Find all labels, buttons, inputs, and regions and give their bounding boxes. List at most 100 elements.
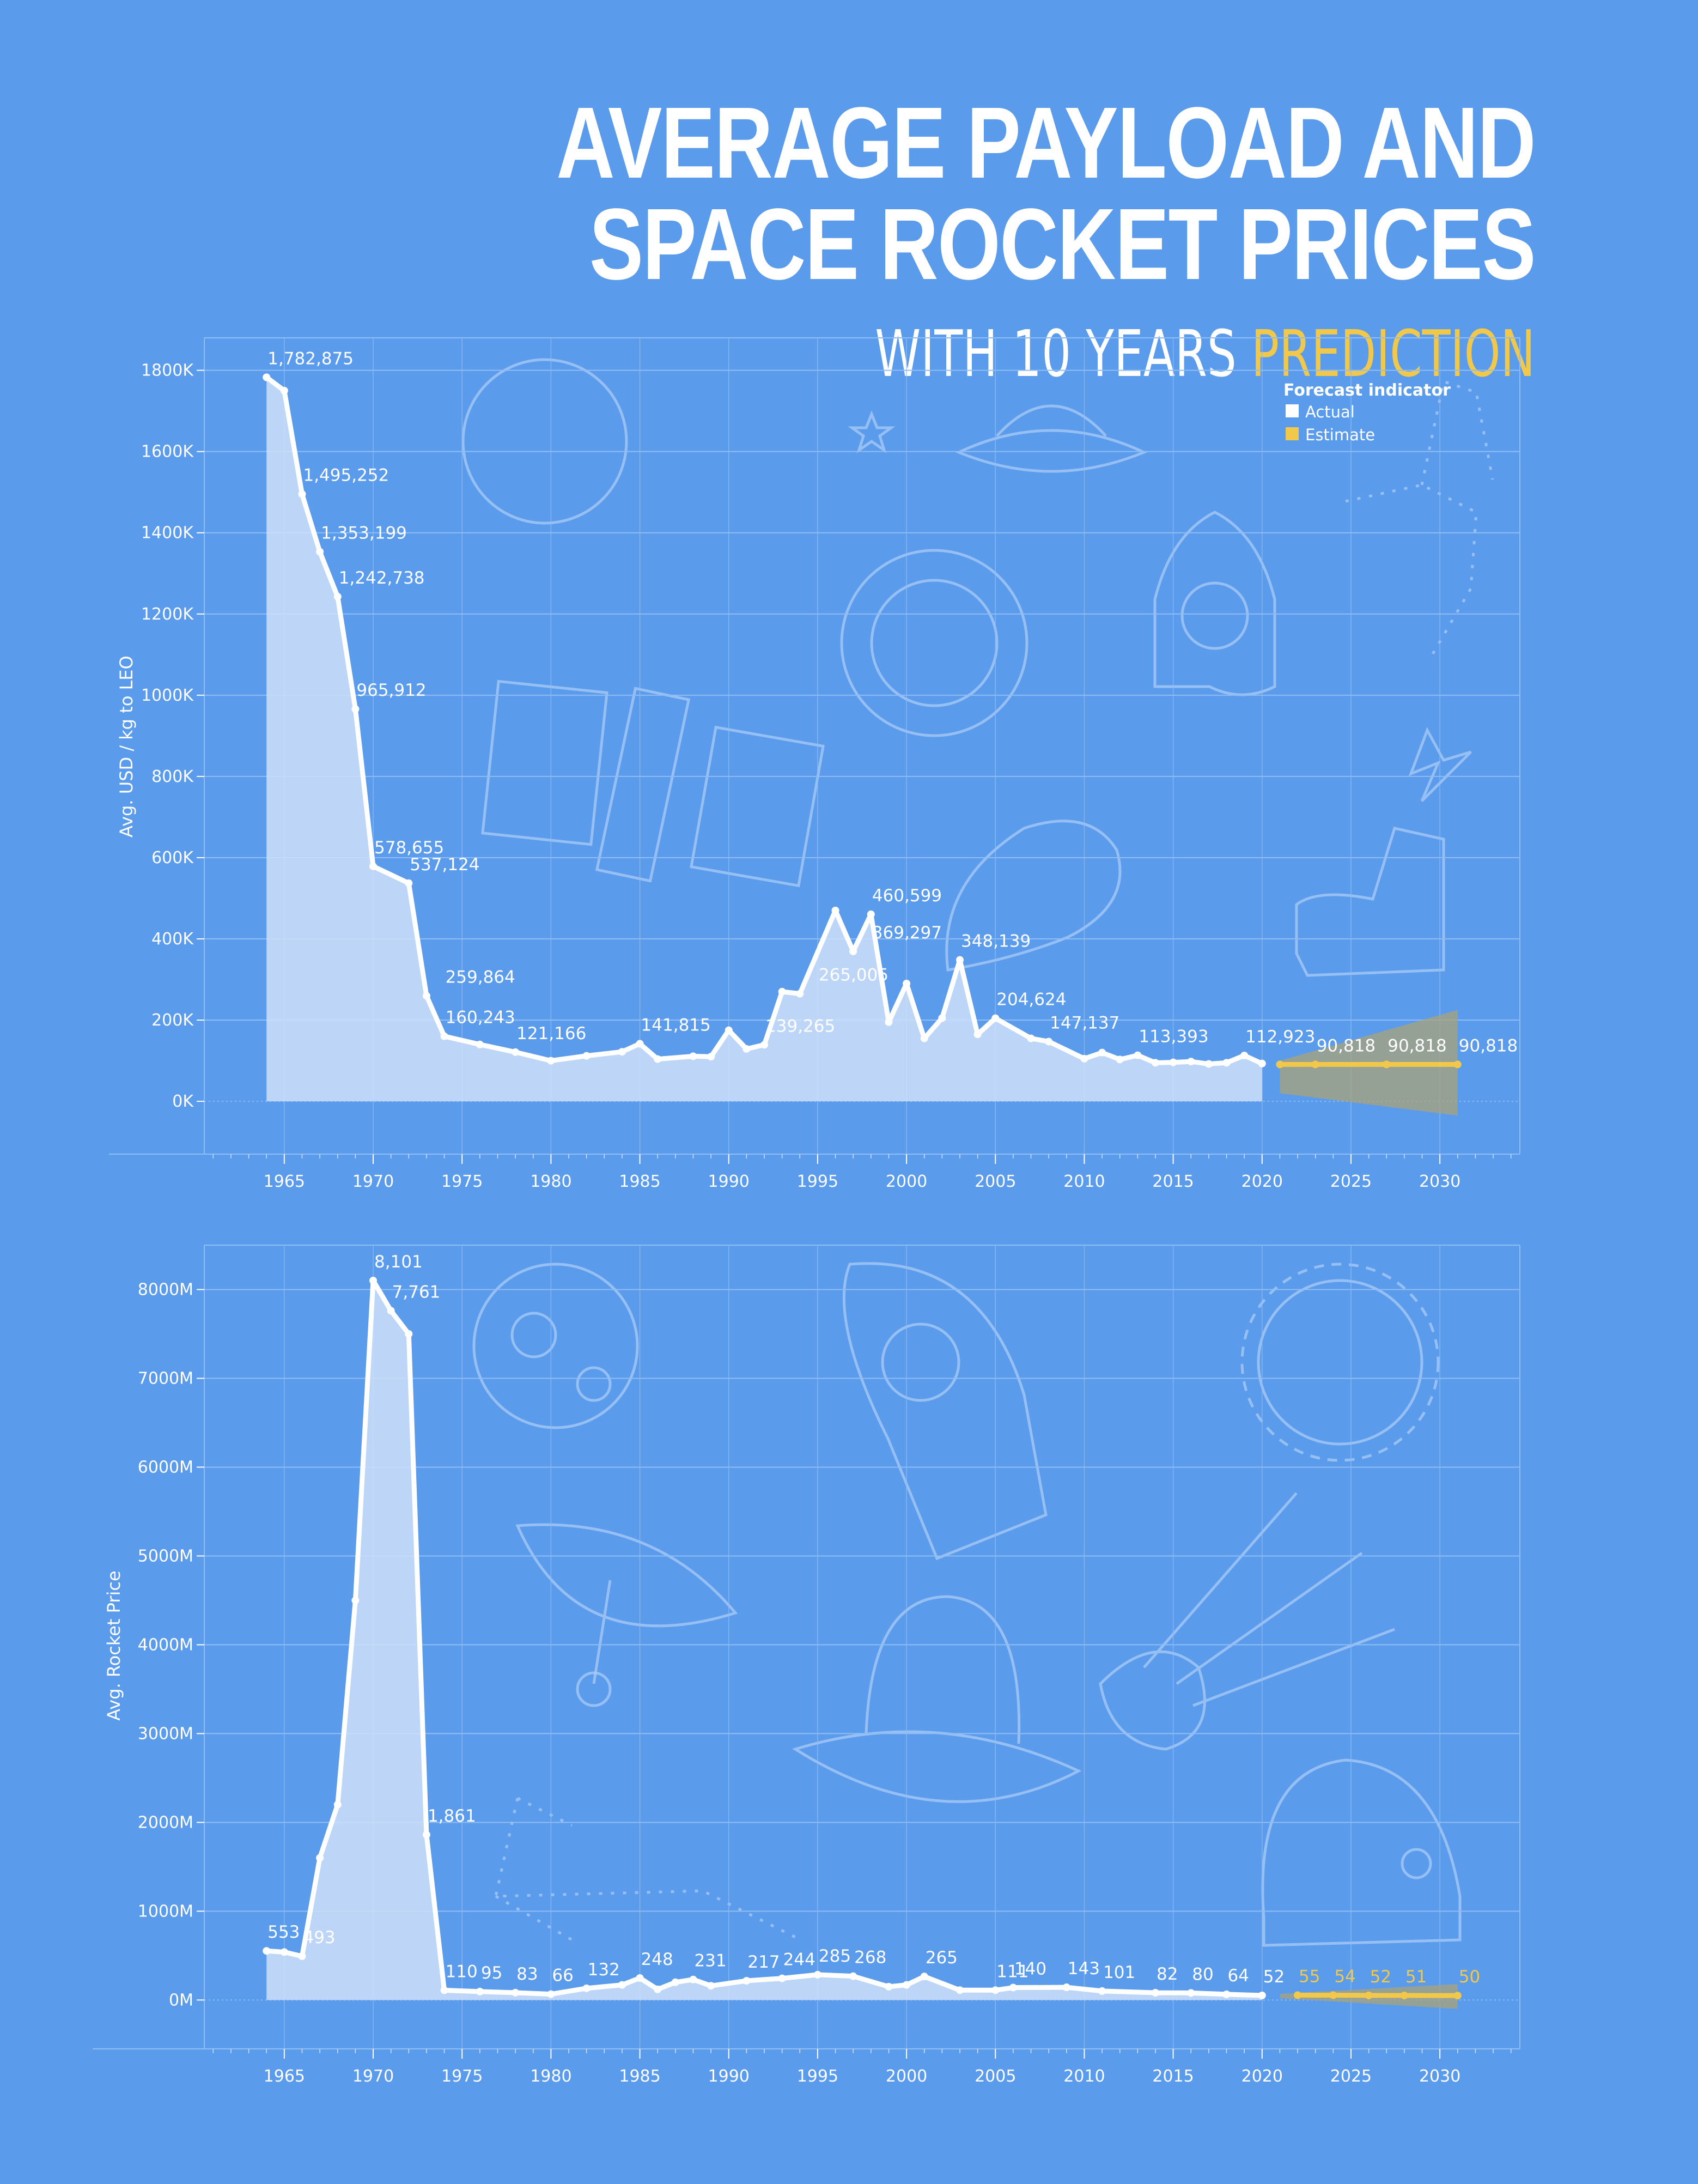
actual-point — [991, 1986, 1000, 1994]
actual-point — [867, 910, 875, 918]
actual-point — [1187, 1058, 1195, 1066]
x-tick-label: 1995 — [797, 2067, 838, 2086]
actual-point — [1045, 1038, 1053, 1046]
y-tick-label: 3000M — [138, 1724, 193, 1743]
actual-point — [351, 705, 360, 713]
actual-area-fill — [266, 1281, 1262, 2000]
actual-point — [280, 386, 288, 395]
y-tick-label: 1000K — [141, 686, 194, 705]
chart2-doodles — [472, 1262, 1462, 1947]
x-tick-label: 1970 — [352, 2067, 394, 2086]
x-tick-label: 2005 — [975, 2067, 1016, 2086]
actual-point — [671, 1978, 679, 1986]
actual-point — [1204, 1060, 1213, 1068]
rocket-doodle — [1153, 511, 1276, 696]
y-tick-label: 1800K — [141, 361, 194, 380]
x-tick-label: 2030 — [1419, 2067, 1460, 2086]
rocket-window-doodle — [1180, 581, 1249, 650]
actual-point — [369, 862, 378, 870]
chart1-y-axis-title: Avg. USD / kg to LEO — [116, 656, 137, 838]
actual-point — [1009, 1983, 1017, 1992]
y-tick-label: 400K — [151, 930, 194, 949]
satellite-body-doodle — [595, 687, 691, 883]
actual-point — [263, 1947, 271, 1955]
chart2-axes: 0M 1000M 2000M 3000M 4000M 5000M 6000M 7000M 800… — [93, 1245, 1520, 2086]
page-title: AVERAGE PAYLOAD AND SPACE ROCKET PRICES — [556, 87, 1536, 301]
actual-data-label: 147,137 — [1050, 1013, 1119, 1033]
actual-data-label: 82 — [1157, 1964, 1178, 1984]
actual-point — [654, 1055, 662, 1063]
actual-point — [1222, 1059, 1231, 1067]
x-tick-label: 1990 — [708, 2067, 750, 2086]
actual-data-label: 160,243 — [446, 1008, 515, 1028]
legend: Forecast indicator Actual Estimate — [1283, 381, 1451, 444]
actual-point — [547, 1990, 555, 1998]
chart1-area — [266, 377, 1262, 1102]
actual-data-label: 7,761 — [392, 1282, 441, 1302]
x-tick-label: 1985 — [619, 1172, 660, 1191]
actual-data-label: 217 — [747, 1952, 780, 1972]
chart1-doodles — [461, 358, 1494, 977]
actual-point — [405, 879, 413, 887]
x-tick-label: 1975 — [441, 2067, 483, 2086]
helmet-doodle — [840, 549, 1028, 737]
estimate-data-label: 90,818 — [1317, 1036, 1376, 1055]
estimate-point — [1383, 1060, 1391, 1069]
actual-data-label: 204,624 — [996, 990, 1066, 1010]
actual-point — [778, 987, 786, 996]
actual-point — [1098, 1048, 1106, 1057]
actual-data-label: 101 — [1103, 1963, 1135, 1982]
x-tick-label: 2025 — [1330, 1172, 1372, 1191]
actual-point — [636, 1040, 644, 1048]
x-tick-label: 1980 — [530, 2067, 571, 2086]
actual-data-label: 139,265 — [765, 1016, 835, 1036]
estimate-point — [1453, 1992, 1462, 2000]
x-tick-label: 1985 — [619, 2067, 660, 2086]
actual-point — [707, 1982, 715, 1990]
x-tick-label: 2010 — [1063, 2067, 1105, 2086]
actual-data-label: 143 — [1068, 1959, 1100, 1979]
actual-data-label: 369,297 — [872, 923, 942, 943]
actual-data-label: 578,655 — [374, 838, 444, 858]
actual-point — [1098, 1987, 1106, 1995]
actual-point — [991, 1014, 1000, 1022]
y-tick-label: 600K — [151, 848, 194, 867]
chart2-area — [266, 1281, 1262, 2000]
actual-data-label: 141,815 — [641, 1015, 711, 1035]
actual-point — [1151, 1059, 1159, 1067]
satellite-panel-doodle — [481, 680, 608, 846]
actual-point — [440, 1986, 448, 1994]
actual-point — [885, 1982, 893, 1991]
y-tick-label: 0K — [172, 1092, 194, 1111]
actual-area-fill — [266, 377, 1262, 1102]
y-tick-label: 200K — [151, 1011, 194, 1030]
lightning-doodle — [1408, 727, 1472, 802]
actual-point — [707, 1053, 715, 1061]
actual-point — [351, 1596, 360, 1604]
title-block: AVERAGE PAYLOAD AND SPACE ROCKET PRICES … — [0, 87, 1536, 386]
x-tick-label: 1965 — [264, 1172, 305, 1191]
actual-point — [920, 1973, 928, 1981]
actual-data-label: 80 — [1192, 1964, 1213, 1984]
subtitle-text: WITH 10 YEARS — [875, 316, 1251, 391]
star-doodle — [848, 410, 896, 454]
actual-data-label: 244 — [783, 1950, 815, 1970]
actual-data-label: 1,782,875 — [267, 349, 354, 368]
constellation-doodle — [1345, 379, 1494, 655]
estimate-point — [1329, 1991, 1337, 1999]
payload-price-chart: 1,782,875 1,495,252 1,353,199 1,242,738 965,… — [109, 337, 1520, 1191]
satellite-doodle-2 — [1099, 1492, 1395, 1751]
actual-point — [582, 1984, 591, 1992]
x-tick-label: 1990 — [708, 1172, 750, 1191]
estimate-data-label: 90,818 — [1459, 1036, 1518, 1055]
actual-data-label: 66 — [552, 1966, 573, 1986]
actual-point — [955, 1986, 964, 1994]
legend-actual-swatch — [1286, 404, 1299, 417]
actual-point — [654, 1985, 662, 1993]
actual-data-label: 268 — [854, 1948, 886, 1968]
actual-data-label: 265 — [926, 1948, 958, 1968]
y-tick-label: 1200K — [141, 605, 194, 624]
actual-point — [476, 1040, 484, 1048]
actual-point — [903, 979, 911, 987]
actual-point — [582, 1052, 591, 1060]
